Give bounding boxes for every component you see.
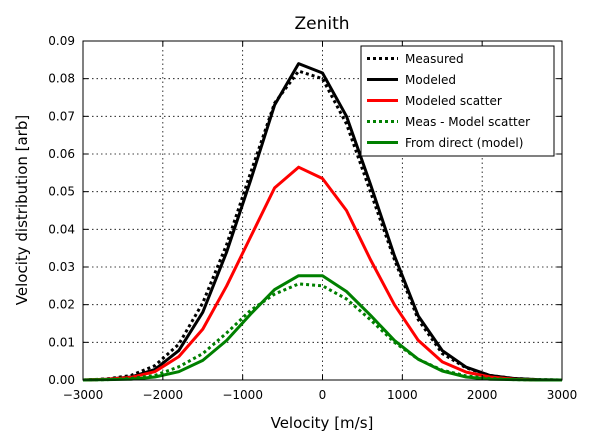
y-tick-label: 0.00 [48, 373, 75, 387]
x-tick-label: 2000 [467, 388, 498, 402]
y-tick-label: 0.06 [48, 147, 75, 161]
legend-label-3: Meas - Model scatter [405, 115, 530, 129]
legend: Measured Modeled Modeled scatter Meas - Mod… [360, 45, 555, 157]
x-tick-label: −2000 [143, 388, 184, 402]
x-tick-label: 3000 [547, 388, 578, 402]
x-tick-labels: −3000 −2000 −1000 0 1000 2000 3000 [63, 388, 578, 402]
legend-label-4: From direct (model) [405, 136, 523, 150]
y-tick-label: 0.02 [48, 298, 75, 312]
x-tick-label: −3000 [63, 388, 104, 402]
y-tick-label: 0.07 [48, 109, 75, 123]
legend-label-0: Measured [405, 52, 464, 66]
y-tick-label: 0.05 [48, 185, 75, 199]
x-tick-label: 1000 [387, 388, 418, 402]
y-tick-label: 0.03 [48, 260, 75, 274]
y-tick-labels: 0.00 0.01 0.02 0.03 0.04 0.05 0.06 0.07 0.08 0.09 [48, 34, 75, 387]
x-tick-label: −1000 [222, 388, 263, 402]
axis-ticks [82, 40, 563, 381]
y-tick-label: 0.04 [48, 222, 75, 236]
y-axis-label: Velocity distribution [arb] [13, 115, 31, 305]
legend-label-2: Modeled scatter [405, 94, 502, 108]
grid-lines [83, 41, 562, 380]
chart-title: Zenith [294, 14, 349, 34]
y-tick-label: 0.01 [48, 335, 75, 349]
series-line-0 [82, 69, 563, 382]
x-tick-label: 0 [319, 388, 327, 402]
series-line-1 [82, 62, 563, 382]
y-tick-label: 0.09 [48, 34, 75, 48]
x-axis-label: Velocity [m/s] [271, 414, 374, 432]
y-tick-label: 0.08 [48, 72, 75, 86]
legend-label-1: Modeled [405, 73, 456, 87]
